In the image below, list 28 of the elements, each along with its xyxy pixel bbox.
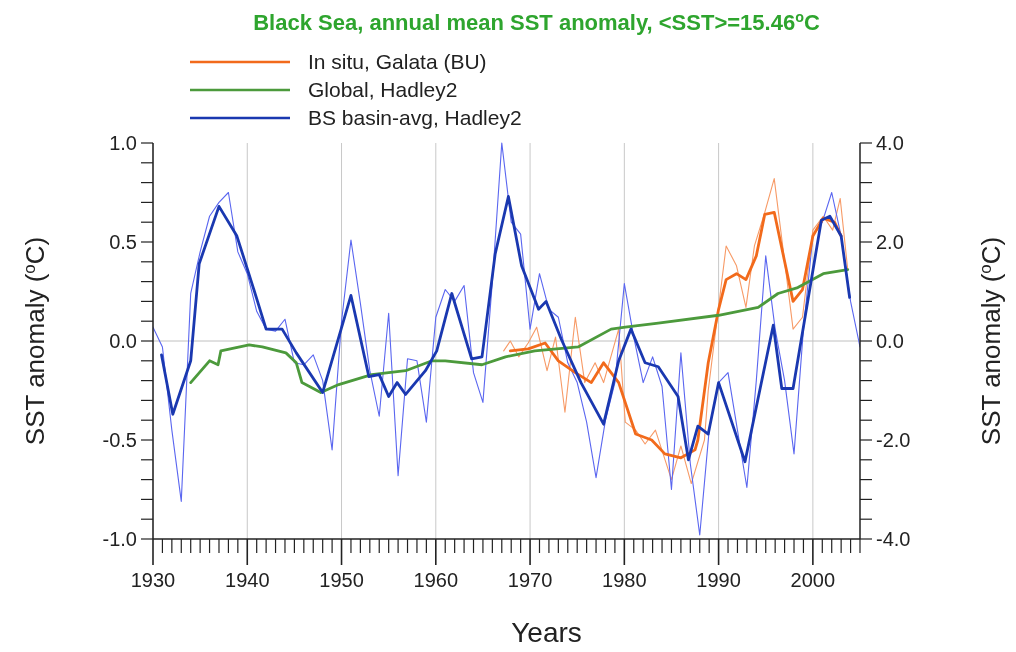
legend-label: In situ, Galata (BU) (308, 50, 487, 73)
y-tick-label: -0.5 (102, 429, 137, 451)
x-tick-label: 1930 (130, 569, 176, 591)
x-tick-label: 2000 (790, 569, 836, 591)
y2-tick-label: 4.0 (876, 132, 904, 154)
y-tick-label: -1.0 (102, 528, 137, 550)
y2-tick-label: -2.0 (876, 429, 911, 451)
line-series (508, 210, 843, 460)
legend-label: BS basin-avg, Hadley2 (308, 106, 522, 129)
line-series (160, 195, 852, 464)
y2-tick-label: 0.0 (876, 330, 904, 352)
x-tick-label: 1960 (413, 569, 459, 591)
x-tick-label: 1940 (225, 569, 270, 591)
line-series (153, 142, 860, 536)
y2-tick-label: -4.0 (876, 528, 911, 550)
x-tick-label: 1980 (602, 569, 647, 591)
x-tick-label: 1990 (696, 569, 741, 591)
y2-tick-label: 2.0 (876, 231, 904, 253)
y-tick-label: 0.0 (109, 330, 137, 352)
line-series (503, 178, 849, 485)
chart-title: Black Sea, annual mean SST anomaly, <SST>=15.46$^{o}$C (253, 9, 820, 35)
line-series (189, 268, 850, 394)
x-axis-title: Years (511, 617, 582, 648)
y-tick-label: 1.0 (109, 132, 137, 154)
x-tick-label: 1970 (507, 569, 553, 591)
x-tick-label: 1950 (319, 569, 364, 591)
legend-label: Global, Hadley2 (308, 78, 458, 101)
y-tick-label: 0.5 (109, 231, 137, 253)
